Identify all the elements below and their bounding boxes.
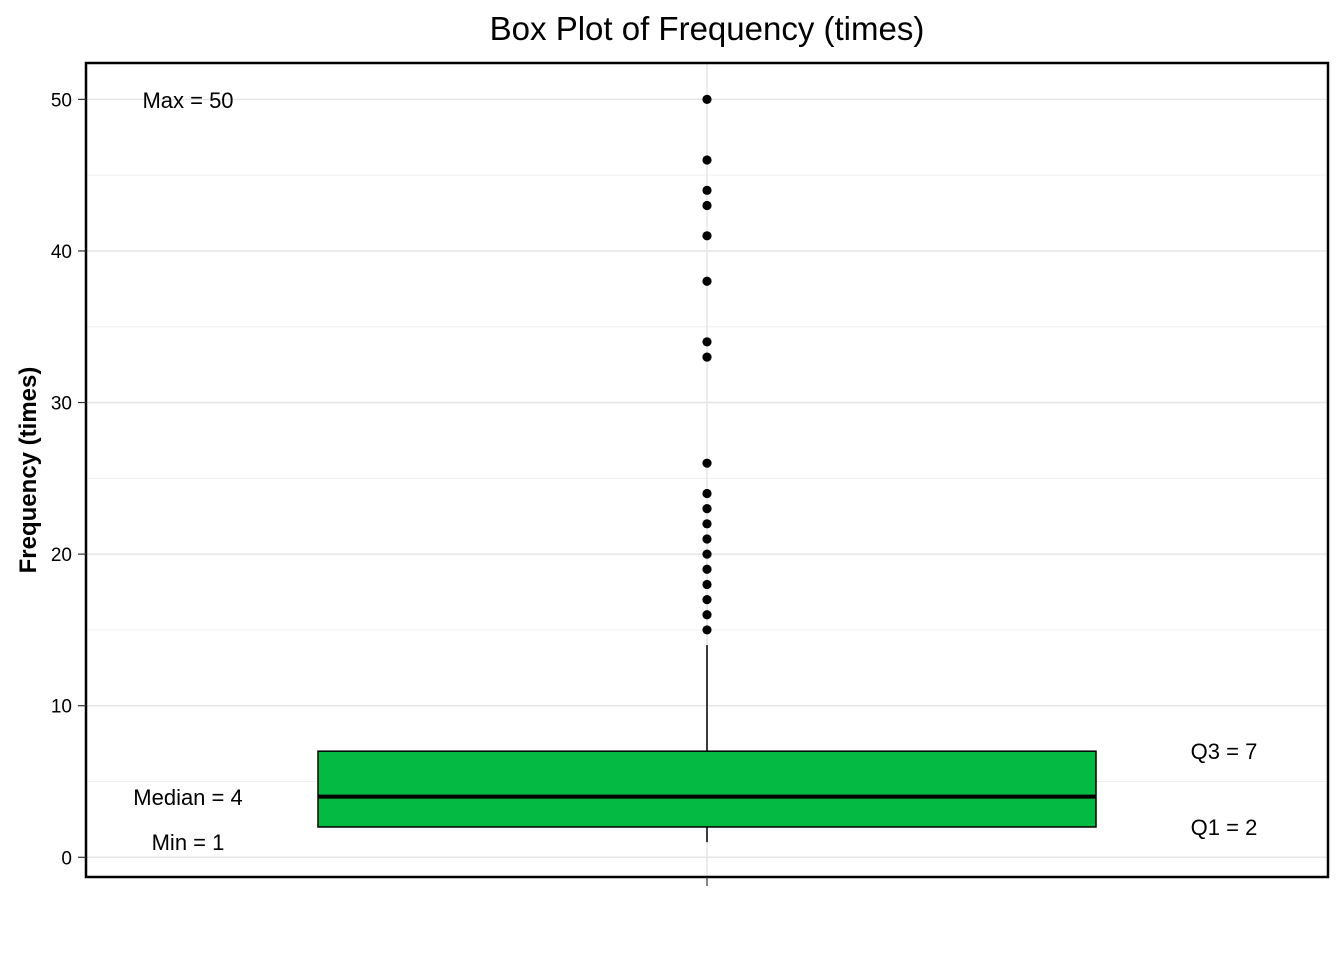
- outlier-point: [702, 231, 712, 241]
- outlier-point: [702, 610, 712, 620]
- outlier-point: [702, 458, 712, 468]
- grid-lines: [86, 63, 1328, 877]
- box-plot-group: [317, 645, 1097, 843]
- outlier-point: [702, 337, 712, 347]
- y-tick-label: 20: [51, 545, 72, 566]
- annotation-min: Min = 1: [152, 830, 225, 855]
- iqr-box: [317, 750, 1097, 828]
- outlier-point: [702, 94, 712, 104]
- outlier-point: [702, 579, 712, 590]
- annotation-q3: Q3 = 7: [1191, 739, 1258, 764]
- annotation-median: Median = 4: [133, 785, 242, 810]
- outlier-point: [702, 564, 712, 574]
- chart-title: Box Plot of Frequency (times): [490, 10, 925, 47]
- y-tick-label: 40: [51, 242, 72, 263]
- y-tick-label: 50: [51, 90, 72, 111]
- outlier-points: [702, 94, 712, 635]
- annotation-max: Max = 50: [142, 88, 233, 113]
- y-tick-label: 10: [51, 697, 72, 718]
- outlier-point: [702, 534, 712, 544]
- annotation-q1: Q1 = 2: [1191, 815, 1258, 840]
- outlier-point: [702, 504, 712, 514]
- outlier-point: [702, 352, 712, 362]
- outlier-point: [702, 519, 712, 529]
- outlier-point: [702, 488, 712, 499]
- y-axis-label: Frequency (times): [15, 367, 42, 574]
- outlier-point: [702, 595, 712, 605]
- y-tick-label: 30: [51, 394, 72, 415]
- outlier-point: [702, 185, 712, 195]
- outlier-point: [702, 155, 712, 165]
- outlier-point: [702, 200, 712, 211]
- outlier-point: [702, 549, 712, 559]
- y-axis-ticks: 0 10 20 30 40 50: [51, 90, 86, 869]
- outlier-point: [702, 625, 712, 635]
- outlier-point: [702, 276, 712, 286]
- y-tick-label: 0: [61, 848, 72, 869]
